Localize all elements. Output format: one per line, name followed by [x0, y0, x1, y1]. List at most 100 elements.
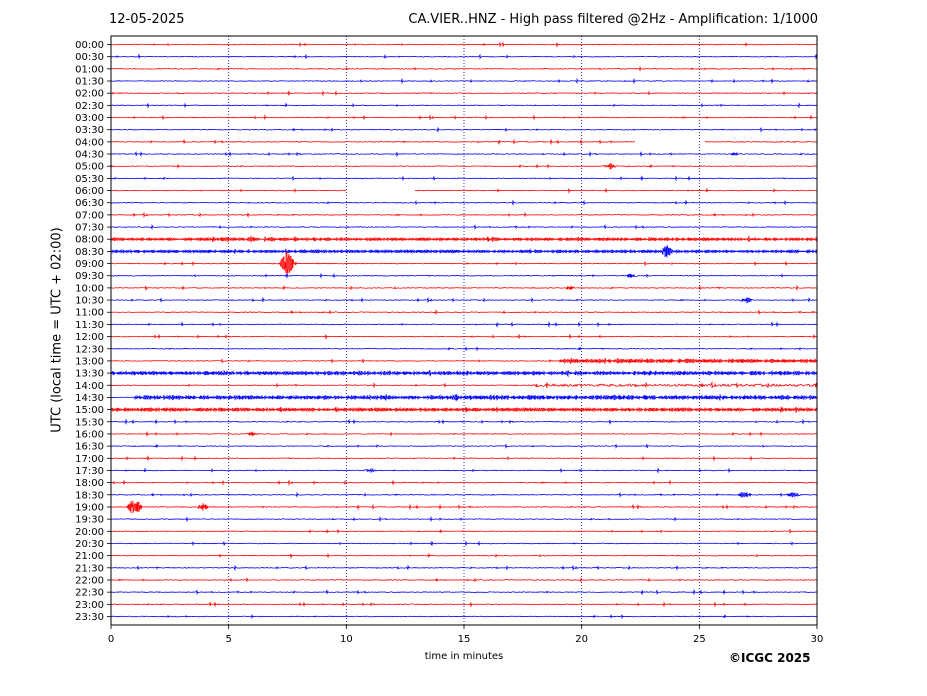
- y-tick-label: 22:00: [75, 575, 104, 586]
- trace-0900: [110, 251, 818, 276]
- trace-0400: [110, 138, 636, 146]
- y-tick-label: 15:00: [75, 405, 104, 416]
- y-tick-label: 04:30: [75, 150, 104, 161]
- y-tick-label: 08:30: [75, 247, 104, 258]
- y-tick-label: 17:30: [75, 466, 104, 477]
- y-tick-label: 16:00: [75, 429, 104, 440]
- y-tick-label: 18:00: [75, 478, 104, 489]
- y-tick-label: 00:00: [75, 40, 104, 51]
- y-tick-label: 10:30: [75, 296, 104, 307]
- y-tick-label: 05:30: [75, 174, 104, 185]
- y-tick-label: 11:00: [75, 308, 104, 319]
- y-tick-label: 14:30: [75, 393, 104, 404]
- trace-0130: [110, 77, 818, 85]
- y-tick-label: 01:30: [75, 77, 104, 88]
- trace-0800: [110, 235, 818, 243]
- trace-0330: [110, 126, 818, 133]
- y-tick-label: 18:30: [75, 490, 104, 501]
- trace-0830: [110, 245, 818, 258]
- y-tick-label: 06:30: [75, 198, 104, 209]
- x-tick-label: 20: [575, 634, 588, 645]
- y-tick-label: 01:00: [75, 64, 104, 75]
- trace-0930: [110, 272, 818, 279]
- trace-2200: [110, 576, 818, 583]
- trace-2300: [110, 601, 818, 608]
- y-tick-label: 12:00: [75, 332, 104, 343]
- y-tick-label: 09:30: [75, 271, 104, 282]
- y-tick-label: 11:30: [75, 320, 104, 331]
- y-tick-label: 10:00: [75, 283, 104, 294]
- trace-1830: [110, 491, 818, 499]
- trace-1600: [110, 430, 818, 437]
- x-tick-label: 30: [811, 634, 824, 645]
- y-tick-label: 00:30: [75, 52, 104, 63]
- y-tick-label: 17:00: [75, 454, 104, 465]
- trace-1100: [110, 309, 818, 316]
- plot-title: CA.VIER..HNZ - High pass filtered @2Hz -…: [408, 12, 818, 27]
- y-tick-label: 03:00: [75, 113, 104, 124]
- trace-1130: [110, 321, 818, 328]
- y-tick-label: 02:30: [75, 101, 104, 112]
- y-tick-label: 13:30: [75, 369, 104, 380]
- y-tick-label: 04:00: [75, 137, 104, 148]
- trace-0630: [110, 199, 818, 206]
- trace-0600: [110, 188, 347, 193]
- y-tick-label: 13:00: [75, 356, 104, 367]
- y-tick-label: 20:30: [75, 539, 104, 550]
- y-tick-label: 21:00: [75, 551, 104, 562]
- y-tick-label: 23:30: [75, 612, 104, 623]
- y-tick-label: 19:00: [75, 502, 104, 513]
- y-tick-label: 07:00: [75, 210, 104, 221]
- y-tick-label: 15:30: [75, 417, 104, 428]
- trace-1330: [110, 369, 818, 378]
- y-tick-label: 22:30: [75, 588, 104, 599]
- trace-2130: [110, 564, 818, 572]
- trace-1900: [110, 500, 818, 514]
- y-tick-label: 12:30: [75, 344, 104, 355]
- y-tick-label: 14:00: [75, 381, 104, 392]
- trace-1630: [110, 443, 818, 449]
- trace-1500: [110, 406, 818, 414]
- trace-1700: [110, 455, 818, 462]
- trace-2100: [110, 552, 818, 559]
- y-tick-label: 06:00: [75, 186, 104, 197]
- trace-0100: [110, 66, 818, 72]
- trace-1430: [110, 393, 818, 402]
- y-tick-label: 07:30: [75, 223, 104, 234]
- trace-0400: [704, 140, 818, 143]
- trace-0200: [110, 90, 818, 97]
- trace-0030: [110, 53, 818, 60]
- trace-1200: [110, 333, 818, 340]
- y-tick-label: 08:00: [75, 235, 104, 246]
- trace-1530: [110, 418, 818, 426]
- trace-0300: [110, 114, 818, 121]
- x-tick-label: 25: [693, 634, 706, 645]
- plot-date: 12-05-2025: [109, 12, 185, 27]
- copyright-label: ©ICGC 2025: [729, 651, 811, 665]
- y-tick-label: 21:30: [75, 563, 104, 574]
- trace-1800: [110, 479, 818, 486]
- y-tick-label: 03:30: [75, 125, 104, 136]
- x-tick-label: 10: [340, 634, 353, 645]
- trace-0500: [110, 162, 818, 170]
- trace-0730: [110, 223, 818, 230]
- y-tick-label: 09:00: [75, 259, 104, 270]
- y-tick-label: 16:30: [75, 442, 104, 453]
- trace-0530: [111, 175, 818, 182]
- y-tick-label: 23:00: [75, 600, 104, 611]
- trace-1300: [110, 357, 818, 365]
- trace-0000: [110, 41, 818, 48]
- x-axis-label: time in minutes: [424, 651, 504, 662]
- y-tick-label: 02:00: [75, 89, 104, 100]
- trace-0230: [110, 102, 818, 109]
- trace-1930: [110, 516, 818, 523]
- y-tick-label: 19:30: [75, 515, 104, 526]
- trace-2330: [110, 613, 818, 620]
- trace-1230: [110, 346, 818, 352]
- trace-1000: [110, 284, 818, 292]
- trace-1400: [110, 381, 818, 389]
- trace-0430: [110, 150, 818, 158]
- x-tick-label: 15: [458, 634, 471, 645]
- trace-2000: [110, 528, 818, 535]
